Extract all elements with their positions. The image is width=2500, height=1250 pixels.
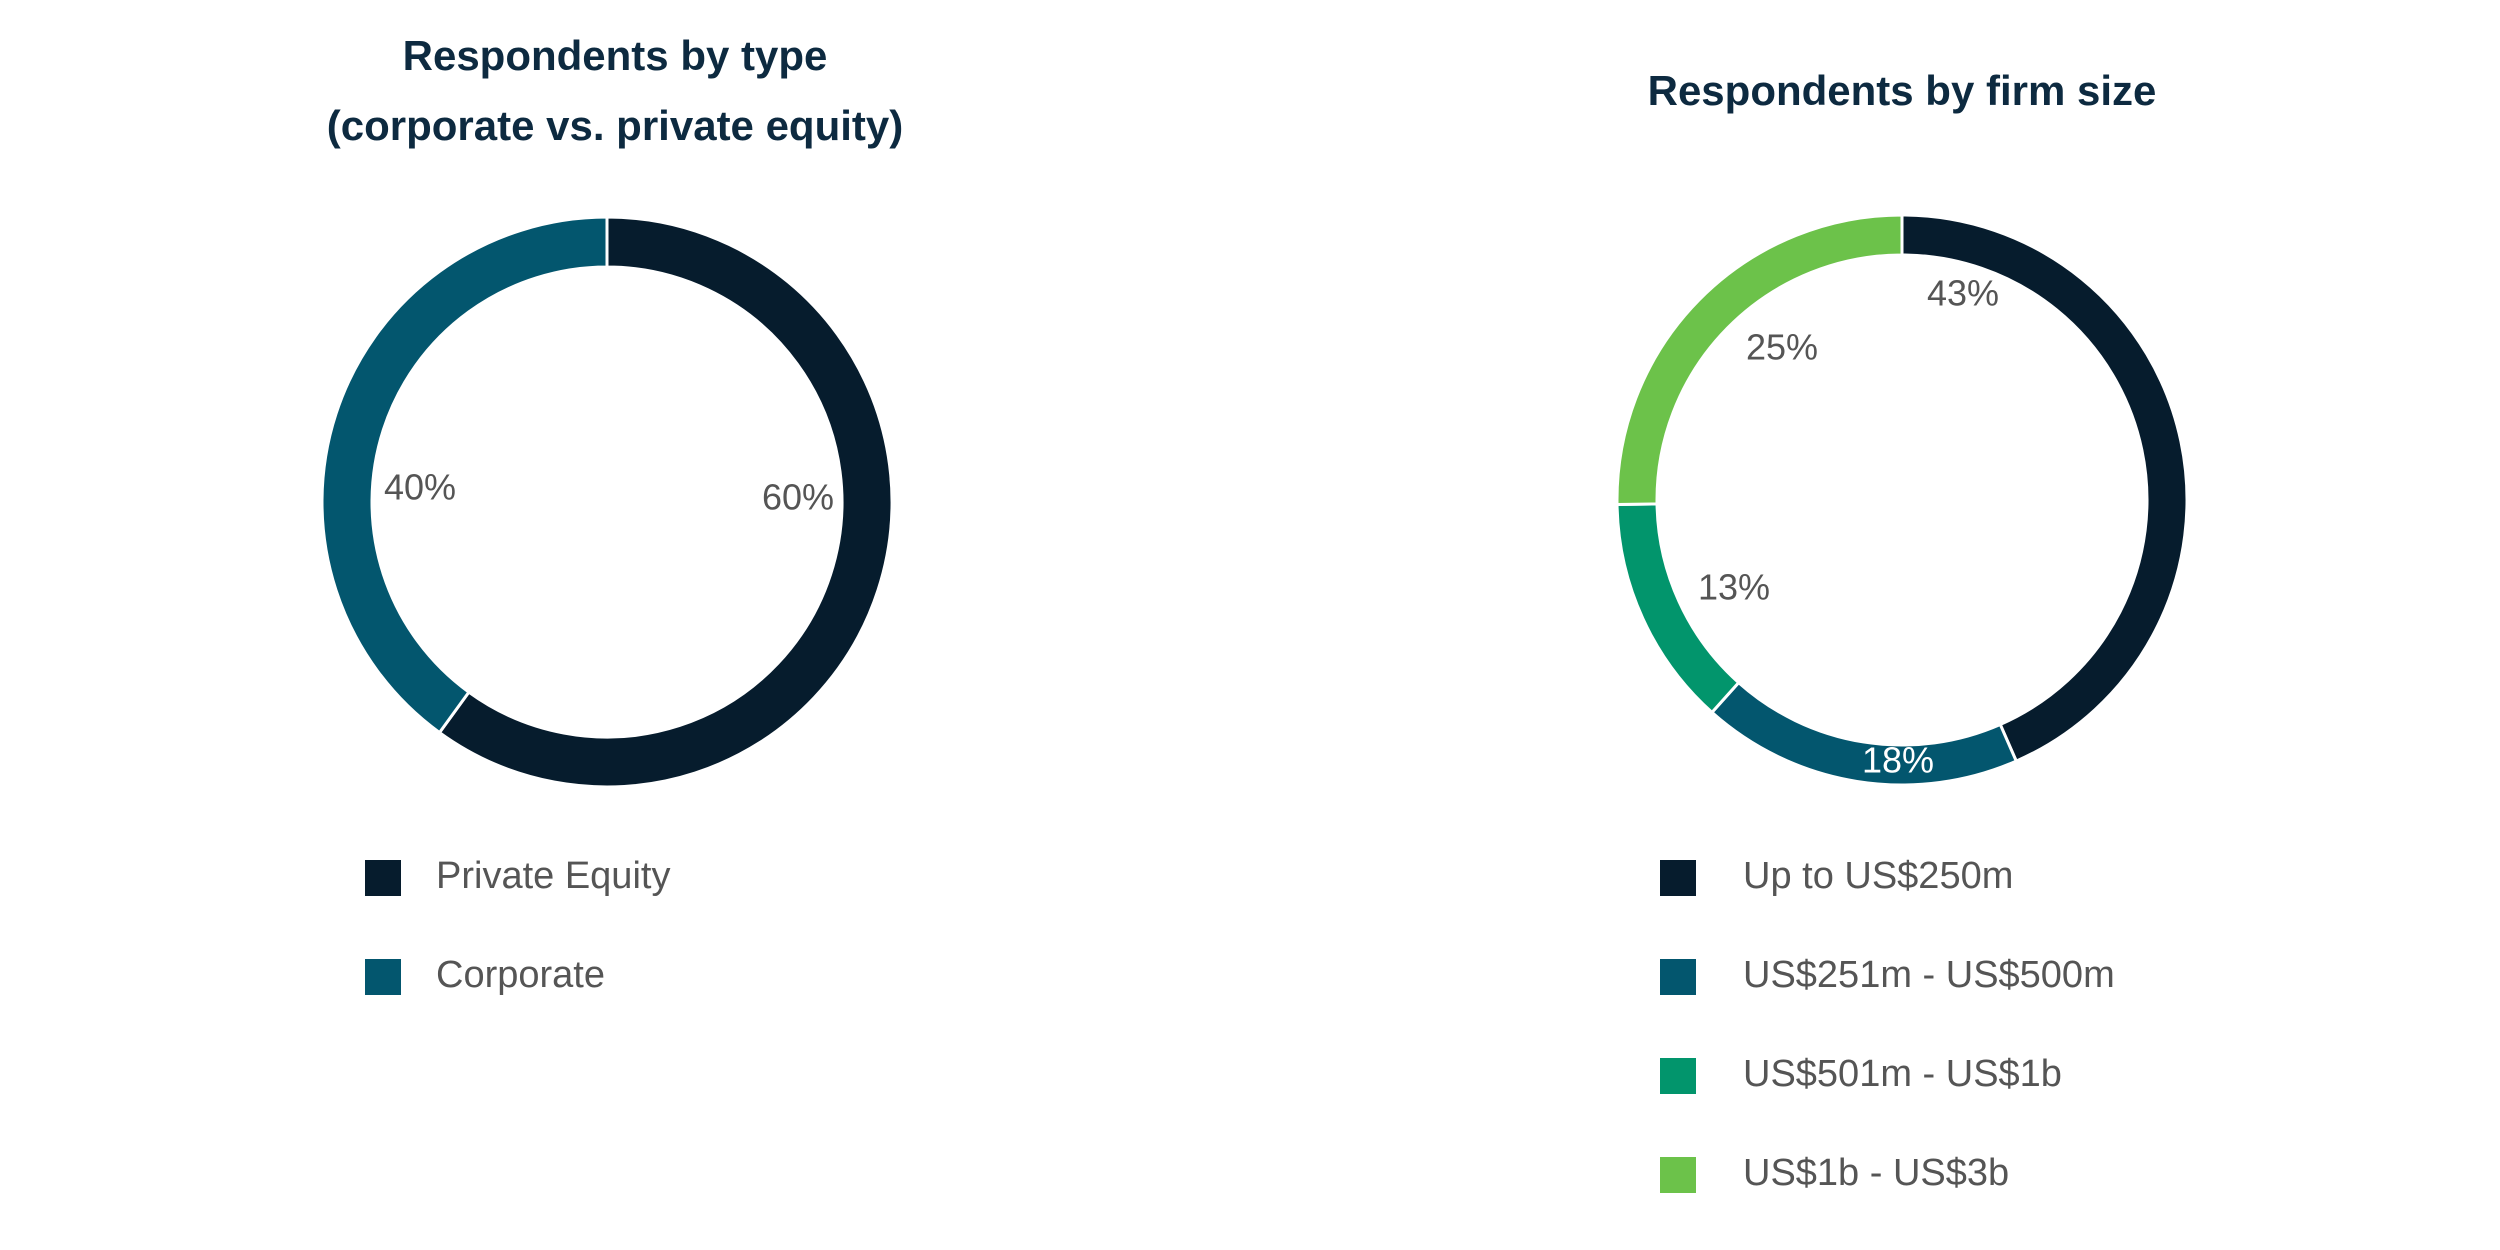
chart-2-legend: Up to US$250m US$251m - US$500m US$501m - …	[1660, 855, 2115, 1194]
slice-label-private-equity: 60%	[762, 477, 834, 518]
legend-swatch-private-equity	[365, 860, 401, 896]
legend-item-up-to-us-250m: Up to US$250m	[1660, 855, 2013, 897]
legend-label-up-to-us-250m: Up to US$250m	[1743, 855, 2013, 897]
chart-1-title-line-2: (corporate vs. private equity)	[327, 102, 904, 149]
slice-label-corporate: 40%	[384, 467, 456, 508]
legend-item-us-251m-us-500m: US$251m - US$500m	[1660, 954, 2115, 996]
legend-label-corporate: Corporate	[436, 954, 605, 996]
chart-1-donut	[320, 215, 894, 789]
legend-item-us-501m-us-1b: US$501m - US$1b	[1660, 1053, 2062, 1095]
chart-respondents-by-firm-size: Respondents by firm size 43% 18% 13% 25% Up…	[1615, 67, 2189, 1194]
legend-label-private-equity: Private Equity	[436, 855, 670, 897]
slice-label-us-251m-us-500m: 18%	[1862, 740, 1934, 781]
legend-swatch-us-251m-us-500m	[1660, 959, 1696, 995]
slice-label-up-to-us-250m: 43%	[1927, 273, 1999, 314]
legend-label-us-1b-us-3b: US$1b - US$3b	[1743, 1152, 2009, 1194]
slice-us-1b-us-3b	[1615, 213, 1904, 507]
chart-2-title: Respondents by firm size	[1648, 67, 2157, 114]
chart-1-legend: Private Equity Corporate	[365, 855, 670, 996]
legend-swatch-us-501m-us-1b	[1660, 1058, 1696, 1094]
slice-private-equity	[437, 215, 894, 789]
legend-label-us-501m-us-1b: US$501m - US$1b	[1743, 1053, 2062, 1095]
slice-label-us-501m-us-1b: 13%	[1698, 567, 1770, 608]
chart-2-slice-labels: 43% 18% 13% 25%	[1698, 273, 1999, 781]
legend-item-us-1b-us-3b: US$1b - US$3b	[1660, 1152, 2009, 1194]
slice-label-us-1b-us-3b: 25%	[1746, 327, 1818, 368]
legend-item-corporate: Corporate	[365, 954, 605, 996]
chart-1-slice-labels: 60% 40%	[384, 467, 834, 518]
legend-swatch-corporate	[365, 959, 401, 995]
legend-label-us-251m-us-500m: US$251m - US$500m	[1743, 954, 2115, 996]
legend-swatch-up-to-us-250m	[1660, 860, 1696, 896]
legend-item-private-equity: Private Equity	[365, 855, 670, 897]
legend-swatch-us-1b-us-3b	[1660, 1157, 1696, 1193]
chart-2-donut	[1615, 213, 2189, 787]
slice-us-501m-us-1b	[1615, 502, 1741, 715]
chart-1-title-line-1: Respondents by type	[403, 32, 828, 79]
chart-respondents-by-type: Respondents by type (corporate vs. priva…	[320, 32, 904, 996]
slice-corporate	[320, 215, 609, 735]
